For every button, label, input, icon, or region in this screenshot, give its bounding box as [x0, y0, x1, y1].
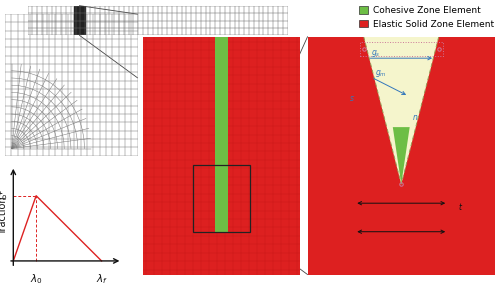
- Text: $t$: $t$: [458, 201, 462, 212]
- Text: $n$: $n$: [412, 113, 419, 122]
- Text: $\lambda_f$: $\lambda_f$: [96, 272, 108, 283]
- Bar: [360, 42, 442, 56]
- Bar: [439, 37, 495, 275]
- Legend: Cohesive Zone Element, Elastic Solid Zone Element: Cohesive Zone Element, Elastic Solid Zon…: [357, 5, 496, 31]
- Bar: [215, 37, 228, 232]
- Text: $\lambda_0$: $\lambda_0$: [30, 272, 42, 283]
- Text: $g_s$: $g_s$: [371, 48, 381, 59]
- Bar: [193, 165, 250, 232]
- Polygon shape: [364, 37, 439, 184]
- Text: Traction: Traction: [0, 196, 8, 235]
- Polygon shape: [74, 6, 85, 35]
- Text: $g_m$: $g_m$: [375, 68, 386, 79]
- Text: $t_0$: $t_0$: [0, 189, 7, 203]
- Bar: [308, 37, 364, 275]
- Polygon shape: [393, 127, 409, 184]
- Text: $s$: $s$: [349, 94, 354, 103]
